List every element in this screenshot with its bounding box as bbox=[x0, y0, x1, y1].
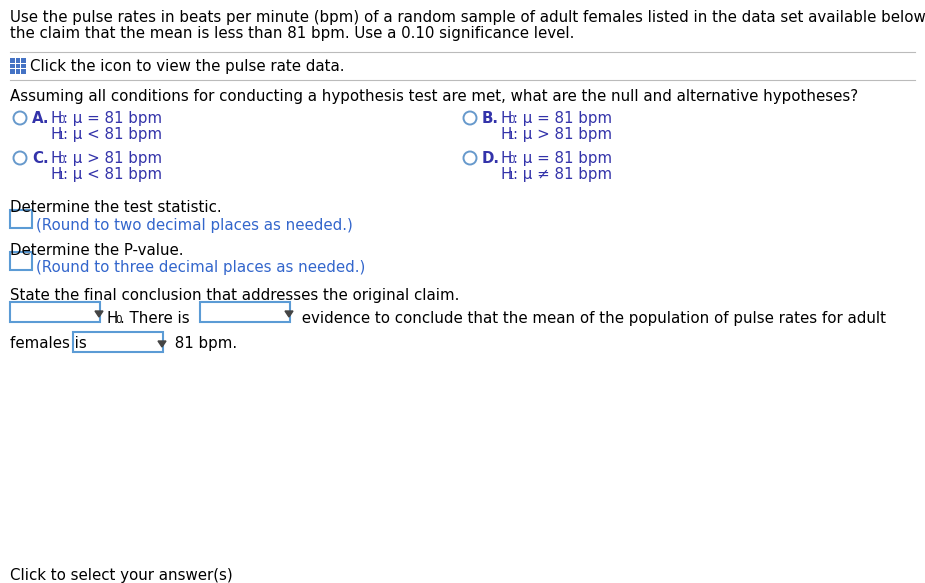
Polygon shape bbox=[285, 311, 293, 317]
FancyBboxPatch shape bbox=[10, 210, 32, 228]
FancyBboxPatch shape bbox=[16, 69, 20, 74]
FancyBboxPatch shape bbox=[21, 69, 26, 74]
Text: : μ = 81 bpm: : μ = 81 bpm bbox=[513, 111, 612, 126]
Text: H: H bbox=[107, 311, 118, 326]
Text: 1: 1 bbox=[508, 131, 514, 141]
Text: H: H bbox=[50, 127, 61, 142]
FancyBboxPatch shape bbox=[21, 64, 26, 68]
Text: 0: 0 bbox=[115, 315, 121, 325]
FancyBboxPatch shape bbox=[10, 302, 100, 322]
Text: C.: C. bbox=[32, 151, 49, 166]
Text: 1: 1 bbox=[58, 171, 65, 181]
Text: : μ < 81 bpm: : μ < 81 bpm bbox=[63, 167, 162, 182]
Text: : μ ≠ 81 bpm: : μ ≠ 81 bpm bbox=[513, 167, 612, 182]
Text: : μ = 81 bpm: : μ = 81 bpm bbox=[63, 111, 162, 126]
FancyBboxPatch shape bbox=[10, 252, 32, 270]
Text: : μ > 81 bpm: : μ > 81 bpm bbox=[63, 151, 162, 166]
FancyBboxPatch shape bbox=[10, 64, 15, 68]
Text: : μ < 81 bpm: : μ < 81 bpm bbox=[63, 127, 162, 142]
Text: H: H bbox=[50, 111, 61, 126]
Text: H: H bbox=[500, 167, 512, 182]
Text: 0: 0 bbox=[58, 115, 65, 125]
Text: H: H bbox=[500, 127, 512, 142]
Text: : μ = 81 bpm: : μ = 81 bpm bbox=[513, 151, 612, 166]
Text: Assuming all conditions for conducting a hypothesis test are met, what are the n: Assuming all conditions for conducting a… bbox=[10, 89, 858, 104]
FancyBboxPatch shape bbox=[16, 58, 20, 62]
Polygon shape bbox=[95, 311, 103, 317]
Text: 0: 0 bbox=[508, 115, 514, 125]
Text: Determine the P-value.: Determine the P-value. bbox=[10, 243, 183, 258]
Text: D.: D. bbox=[482, 151, 500, 166]
Text: B.: B. bbox=[482, 111, 499, 126]
Text: State the final conclusion that addresses the original claim.: State the final conclusion that addresse… bbox=[10, 288, 460, 303]
Text: : μ > 81 bpm: : μ > 81 bpm bbox=[513, 127, 612, 142]
Text: 0: 0 bbox=[508, 155, 514, 165]
FancyBboxPatch shape bbox=[10, 69, 15, 74]
FancyBboxPatch shape bbox=[21, 58, 26, 62]
Text: A.: A. bbox=[32, 111, 50, 126]
Text: H: H bbox=[500, 111, 512, 126]
FancyBboxPatch shape bbox=[73, 332, 163, 352]
FancyBboxPatch shape bbox=[16, 64, 20, 68]
Text: Use the pulse rates in beats per minute (bpm) of a random sample of adult female: Use the pulse rates in beats per minute … bbox=[10, 10, 925, 25]
Text: 1: 1 bbox=[508, 171, 514, 181]
Text: Click the icon to view the pulse rate data.: Click the icon to view the pulse rate da… bbox=[30, 59, 344, 74]
Text: . There is: . There is bbox=[120, 311, 190, 326]
FancyBboxPatch shape bbox=[10, 58, 15, 62]
Text: (Round to two decimal places as needed.): (Round to two decimal places as needed.) bbox=[36, 218, 352, 233]
Text: H: H bbox=[500, 151, 512, 166]
Text: females is: females is bbox=[10, 336, 87, 351]
Text: the claim that the mean is less than 81 bpm. Use a 0.10 significance level.: the claim that the mean is less than 81 … bbox=[10, 26, 574, 41]
Text: Click to select your answer(s): Click to select your answer(s) bbox=[10, 568, 233, 583]
Polygon shape bbox=[158, 341, 166, 347]
Text: (Round to three decimal places as needed.): (Round to three decimal places as needed… bbox=[36, 260, 365, 275]
Text: 1: 1 bbox=[58, 131, 65, 141]
Text: 0: 0 bbox=[58, 155, 65, 165]
Text: evidence to conclude that the mean of the population of pulse rates for adult: evidence to conclude that the mean of th… bbox=[297, 311, 886, 326]
Text: Determine the test statistic.: Determine the test statistic. bbox=[10, 200, 222, 215]
FancyBboxPatch shape bbox=[200, 302, 290, 322]
Text: H: H bbox=[50, 167, 61, 182]
Text: H: H bbox=[50, 151, 61, 166]
Text: 81 bpm.: 81 bpm. bbox=[170, 336, 237, 351]
